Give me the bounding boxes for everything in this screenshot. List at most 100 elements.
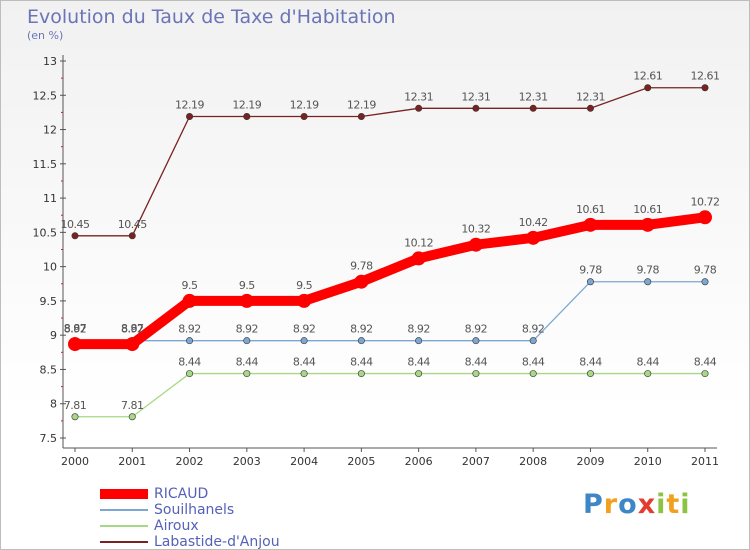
x-tick-label: 2002	[176, 455, 204, 468]
data-point	[701, 370, 709, 378]
data-label: 8.87	[64, 322, 87, 335]
data-point	[586, 278, 594, 286]
data-point	[472, 337, 480, 345]
data-point	[529, 337, 537, 345]
data-label: 12.19	[290, 99, 319, 112]
data-label: 8.92	[293, 323, 316, 336]
data-label: 9.78	[350, 260, 373, 273]
legend-label-ricaud: RICAUD	[154, 486, 209, 502]
data-label: 8.92	[465, 323, 488, 336]
data-point	[186, 337, 194, 345]
data-label: 9.78	[694, 264, 717, 277]
data-label: 12.61	[691, 70, 720, 83]
data-label: 10.61	[576, 203, 605, 216]
data-label: 8.92	[350, 323, 373, 336]
legend-label-airoux: Airoux	[154, 518, 199, 534]
data-label: 12.19	[232, 99, 261, 112]
data-label: 10.12	[404, 236, 433, 249]
data-label: 7.81	[64, 399, 87, 412]
data-label: 8.44	[465, 356, 488, 369]
data-point	[415, 337, 423, 345]
data-label: 9.5	[296, 279, 312, 292]
data-point	[529, 104, 537, 112]
data-label: 8.44	[178, 356, 201, 369]
data-label: 8.44	[522, 356, 545, 369]
data-point	[415, 370, 423, 378]
legend: RICAUD Souilhanels Airoux Labastide-d'An…	[98, 486, 358, 550]
data-point	[71, 413, 79, 421]
data-label: 10.42	[519, 216, 548, 229]
data-label: 9.5	[182, 279, 198, 292]
data-point	[472, 370, 480, 378]
legend-swatch-ricaud	[100, 489, 148, 499]
data-point	[586, 370, 594, 378]
data-label: 9.78	[636, 264, 659, 277]
logo-letter: x	[637, 489, 657, 520]
series-line	[74, 87, 706, 237]
data-point	[701, 84, 709, 92]
data-label: 12.19	[175, 99, 204, 112]
y-tick-label: 11	[43, 192, 57, 205]
x-tick-label: 2000	[61, 455, 89, 468]
logo-letter: P	[583, 489, 604, 520]
x-tick-label: 2004	[290, 455, 318, 468]
data-point	[71, 232, 79, 240]
data-point	[128, 413, 136, 421]
legend-item-labastide-d-anjou: Labastide-d'Anjou	[98, 534, 358, 550]
logo-letter: i	[680, 489, 691, 520]
data-label: 9.5	[239, 279, 255, 292]
data-label: 8.44	[236, 356, 259, 369]
series-line	[74, 372, 706, 418]
data-point	[186, 370, 194, 378]
x-tick-label: 2006	[405, 455, 433, 468]
data-point	[411, 251, 426, 266]
series-line	[70, 212, 710, 350]
data-point	[583, 217, 598, 232]
data-label: 12.61	[633, 70, 662, 83]
y-axis-ticks: 7.5 8 8.5 9 9.5 10 10.5 11 11.5 12 12.5 13	[33, 55, 66, 445]
data-point	[300, 113, 308, 121]
data-point	[243, 337, 251, 345]
data-label: 8.44	[293, 356, 316, 369]
data-point	[239, 293, 254, 308]
proxiti-logo: Proxiti	[583, 489, 691, 520]
data-label: 10.61	[633, 203, 662, 216]
data-label: 12.31	[519, 90, 548, 103]
data-label: 8.92	[178, 323, 201, 336]
logo-letter: r	[603, 489, 619, 520]
legend-label-souilhanels: Souilhanels	[154, 502, 235, 518]
data-point	[415, 104, 423, 112]
x-tick-label: 2007	[462, 455, 490, 468]
x-tick-label: 2011	[691, 455, 719, 468]
logo-letter: i	[656, 489, 667, 520]
data-label: 10.45	[118, 218, 147, 231]
data-point	[698, 210, 712, 225]
data-label: 12.31	[404, 90, 433, 103]
series-layer	[68, 84, 712, 421]
data-point	[182, 293, 197, 308]
series-line	[74, 281, 706, 342]
data-label: 12.19	[347, 99, 376, 112]
x-axis-ticks: 2000 2001 2002 2003 2004 2005 2006 2007 2008 2009…	[61, 448, 719, 468]
data-label: 8.44	[407, 356, 430, 369]
data-point	[125, 337, 140, 352]
data-label: 10.45	[61, 218, 90, 231]
y-tick-label: 12	[43, 124, 57, 137]
chart-title: Evolution du Taux de Taxe d'Habitation	[27, 6, 396, 28]
data-label: 8.44	[579, 356, 602, 369]
data-label: 8.92	[121, 323, 144, 336]
data-point	[468, 237, 483, 252]
y-tick-label: 10.5	[33, 226, 58, 239]
legend-item-souilhanels: Souilhanels	[98, 502, 358, 518]
x-tick-label: 2005	[347, 455, 375, 468]
y-tick-label: 8	[50, 398, 57, 411]
legend-swatch-labastide-d-anjou	[100, 541, 148, 543]
x-tick-label: 2001	[118, 455, 146, 468]
y-tick-label: 8.5	[40, 363, 58, 376]
x-tick-label: 2008	[519, 455, 547, 468]
x-tick-label: 2003	[233, 455, 261, 468]
data-point	[128, 232, 136, 240]
data-point	[357, 337, 365, 345]
data-point	[186, 113, 194, 121]
